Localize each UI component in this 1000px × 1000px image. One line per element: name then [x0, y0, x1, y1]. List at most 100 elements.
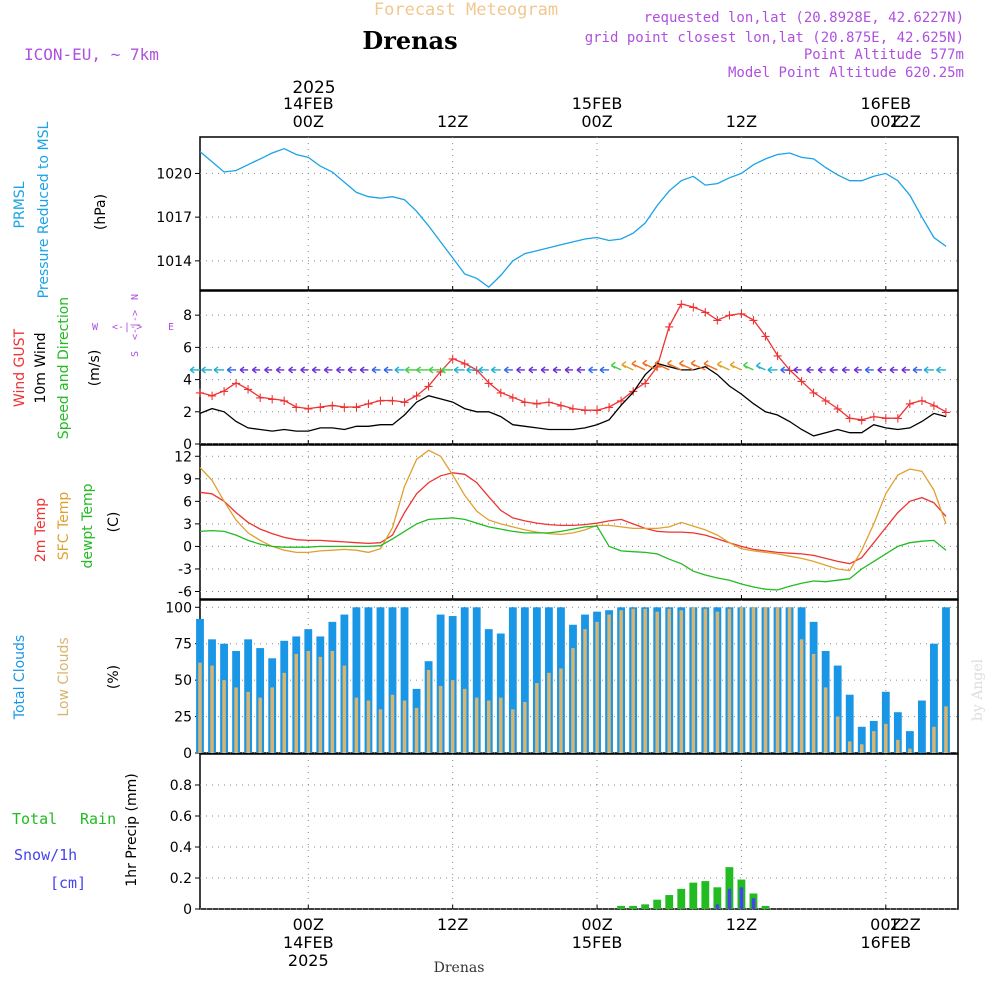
wind-arrow-head — [667, 359, 672, 365]
gust-marker: + — [772, 349, 783, 364]
bar — [835, 716, 840, 753]
bar — [460, 607, 469, 753]
wind-arrow-head — [347, 366, 353, 371]
top-year-label: 2025 — [292, 78, 335, 98]
gust-marker: + — [255, 391, 266, 406]
wind-arrow-head — [576, 366, 582, 371]
wind-arrow-head — [690, 362, 696, 367]
precip-snow-label: Snow/1h — [14, 846, 77, 864]
top-tick-date: 15FEB — [572, 94, 623, 113]
gust-marker: + — [207, 389, 218, 404]
bar — [571, 648, 575, 753]
bar — [629, 905, 638, 909]
panel-clouds: 0 25 50 75 100 — [165, 599, 959, 762]
bar — [932, 726, 936, 753]
gust-marker: + — [916, 394, 927, 409]
pressure-unit-label: (hPa) — [93, 194, 109, 230]
wind-arrow-head — [428, 369, 434, 374]
bar — [376, 607, 385, 753]
wind-arrow-head — [336, 366, 342, 371]
bar — [330, 651, 335, 753]
wind-arrow-head — [478, 369, 484, 374]
wind-arrow-head — [901, 366, 907, 371]
bottom-tick-label: 12Z — [726, 915, 757, 934]
wind-arrow-head — [516, 369, 522, 374]
gust-marker: + — [748, 313, 759, 328]
bar — [905, 731, 914, 753]
wind-arrow-head — [264, 369, 270, 374]
gust-marker: + — [904, 397, 915, 412]
wind-arrow-head — [347, 369, 353, 374]
wind-arrow-head — [213, 366, 219, 371]
wind-arrow-head — [912, 369, 918, 374]
wind-arrow-head — [490, 366, 496, 371]
low-clouds-label: Low Clouds — [56, 637, 72, 716]
compass-s: S — [130, 351, 141, 357]
bar — [799, 639, 804, 753]
footer-location: Drenas — [434, 960, 485, 976]
wind-arrow-head — [323, 369, 329, 374]
wind-arrow-head — [767, 369, 773, 374]
wind-arrow-head — [936, 369, 941, 374]
y-tick-label: 6 — [183, 340, 192, 356]
bar — [595, 621, 599, 753]
bar — [713, 887, 722, 909]
wind-labels: Wind GUST 10m Wind Speed and Direction (… — [12, 297, 103, 439]
bar — [402, 700, 407, 753]
precip-labels: Total Rain Snow/1h [cm] 1hr Precip (mm) — [12, 773, 140, 892]
bar — [607, 614, 611, 753]
bar — [917, 700, 926, 753]
wind-arrow-head — [576, 369, 582, 374]
wind-arrow-head — [829, 369, 835, 374]
series-line — [199, 147, 947, 288]
wind-arrow-head — [877, 369, 883, 374]
wind-arrow-head — [288, 366, 294, 371]
wind-arrow-head — [264, 366, 270, 371]
bar — [701, 881, 710, 909]
wind-arrow-head — [416, 369, 422, 374]
wind-arrow-head — [359, 369, 365, 374]
bar — [857, 726, 866, 753]
bar — [930, 643, 938, 753]
gust-marker: + — [568, 402, 579, 417]
bar — [438, 685, 443, 753]
bar — [727, 888, 732, 909]
bar — [270, 687, 274, 753]
wind-arrow-head — [923, 369, 929, 374]
bar — [751, 607, 756, 753]
bar — [559, 668, 563, 753]
point-altitude: Point Altitude 577m — [804, 47, 964, 63]
wind-arrow-head — [300, 366, 306, 371]
precip-rain-label: Rain — [80, 810, 116, 828]
bar — [472, 607, 481, 753]
bar — [426, 669, 431, 753]
wind-arrow-head — [441, 366, 446, 371]
wind-unit-label: (m/s) — [87, 350, 103, 387]
wind-arrow-head — [841, 366, 847, 371]
compass-arrow-v: <-|-> — [130, 310, 141, 340]
wind-arrow-head — [667, 362, 672, 368]
series-line — [199, 362, 947, 437]
wind-arrow-head — [889, 369, 895, 374]
top-tick-hour: 00Z — [581, 112, 612, 131]
bar — [881, 691, 890, 753]
watermark: by Angel — [970, 658, 986, 721]
bar — [487, 700, 491, 753]
gust-marker: + — [195, 386, 206, 401]
wind-arrow-head — [311, 369, 317, 374]
bar — [462, 688, 467, 753]
bottom-tick-label: 14FEB — [283, 933, 334, 952]
gust-marker: + — [375, 394, 386, 409]
bar — [294, 653, 299, 753]
series-line — [199, 449, 947, 572]
bar — [282, 672, 286, 753]
panel-frame — [199, 444, 959, 600]
gust-marker: + — [700, 305, 711, 320]
wind-arrow-head — [288, 369, 294, 374]
bar — [845, 694, 854, 753]
gust-marker: + — [832, 402, 843, 417]
wind-arrow-head — [780, 366, 786, 371]
bottom-tick-label: 00Z — [293, 915, 324, 934]
prmsl-label: PRMSL — [12, 181, 28, 228]
bar — [246, 691, 250, 753]
